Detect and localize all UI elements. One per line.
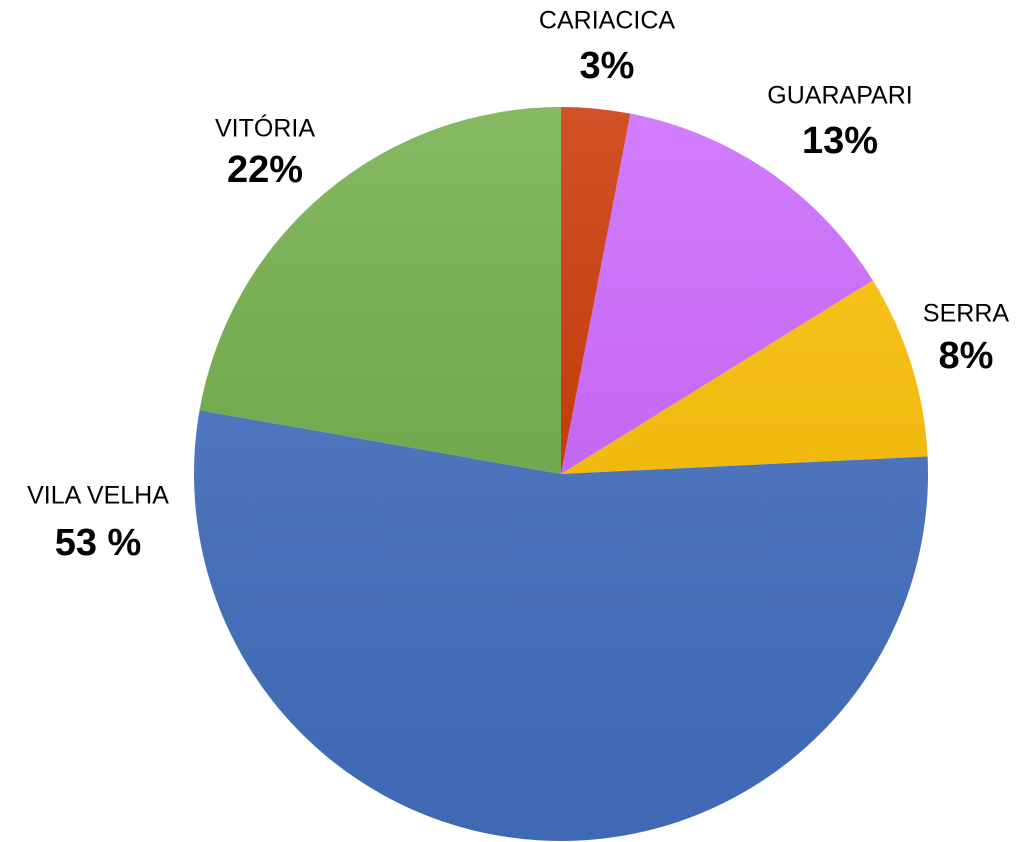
slice-name: CARIACICA bbox=[539, 7, 675, 35]
pie-slice bbox=[193, 410, 928, 842]
slice-name: VITÓRIA bbox=[215, 114, 315, 143]
slice-name: SERRA bbox=[923, 300, 1009, 328]
slice-value-label: 53 % bbox=[55, 522, 142, 564]
slice-value-label: 13% bbox=[802, 120, 878, 162]
slice-value-label: 22% bbox=[227, 149, 303, 191]
slice-value-label: 3% bbox=[580, 45, 635, 87]
slice-value-label: 8% bbox=[939, 335, 994, 377]
slice-name: VILA VELHA bbox=[27, 482, 169, 510]
slice-name: GUARAPARI bbox=[767, 82, 912, 110]
